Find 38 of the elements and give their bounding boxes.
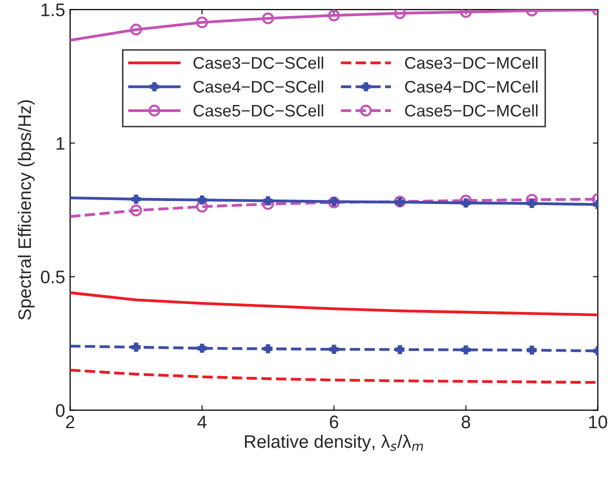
y-tick-label: 0 [56,404,65,417]
line-series [70,368,598,384]
legend-label: Case3−DC−MCell [405,56,538,69]
point [328,10,340,22]
point [461,345,470,354]
point [198,344,207,353]
point [196,200,208,213]
point [264,344,273,354]
point [395,345,404,354]
legend-label: Case4−DC−MCell [405,80,538,93]
point [132,342,141,352]
y-axis-title: Spectral Efficiency (bps/Hz) [18,100,35,320]
y-tick-label: 0.5 [40,270,65,284]
point [198,195,207,205]
x-axis-title: Relative density, λ$_{s}$/λ$_{m}$ [245,434,423,452]
point [262,12,274,24]
point [527,346,536,355]
point [130,24,142,36]
line-series [70,291,598,316]
legend-label: Case4−DC−SCell [194,80,324,93]
point [461,198,470,208]
point [130,204,142,216]
point [264,196,273,206]
legend-label: Case5−DC−MCell [405,104,538,117]
point [394,10,406,20]
x-tick-label: 2 [66,416,74,428]
y-tick-label: 1.5 [42,4,65,16]
legend-label: Case5−DC−SCell [194,104,324,117]
point [132,194,141,204]
x-tick-label: 4 [197,416,207,428]
point [196,16,208,28]
point [329,344,338,354]
point [527,198,536,208]
x-tick-label: 8 [462,416,470,428]
legend-label: Case3−DC−SCell [194,56,324,69]
y-tick-label: 1 [56,137,64,150]
x-tick-label: 6 [330,416,338,428]
x-tick-label: 10 [589,416,608,428]
